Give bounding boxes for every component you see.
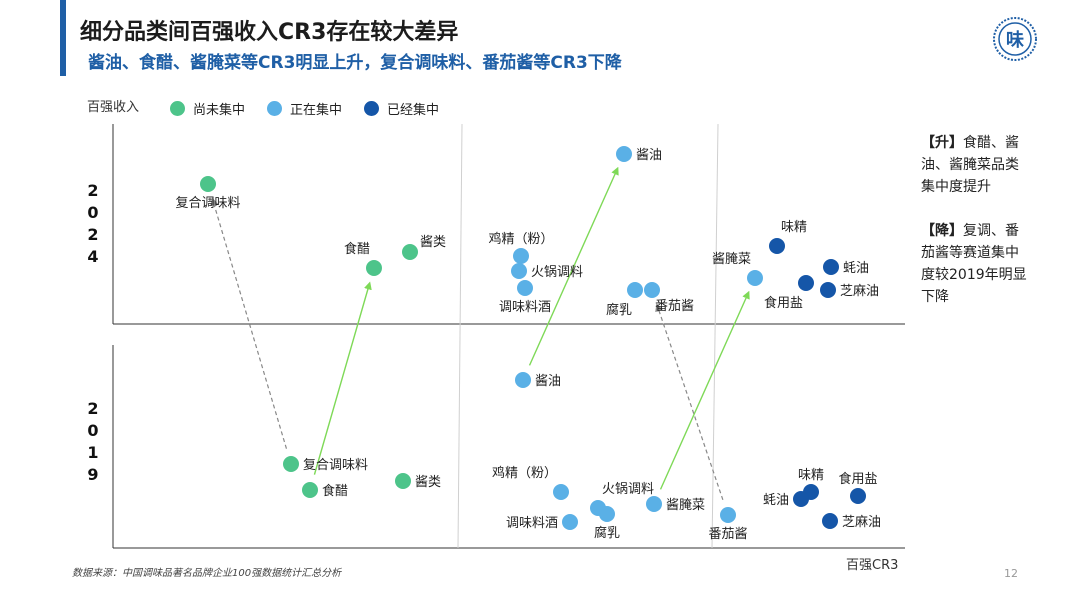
point-label-2019-pickles: 酱腌菜 — [666, 498, 705, 513]
point-label-2019-vinegar: 食醋 — [322, 483, 348, 499]
legend-item-concentrated: 已经集中 — [364, 99, 439, 118]
year-label-2024: 2024 — [87, 181, 99, 266]
point-2024-compound-seasoning — [200, 176, 216, 192]
logo-text: 味 — [1006, 30, 1024, 51]
point-label-2024-soy-sauce: 酱油 — [636, 148, 662, 163]
point-2024-vinegar — [366, 260, 382, 276]
note-up-text: 食醋、酱油、酱腌菜品类集中度提升 — [921, 135, 1019, 195]
point-2019-chicken-essence — [553, 484, 569, 500]
x-axis-label: 百强CR3 — [846, 558, 899, 573]
arrow-ketchup — [655, 303, 724, 501]
divider-2 — [711, 123, 719, 549]
point-2024-cooking-wine — [517, 280, 533, 296]
point-2019-sesame-oil — [822, 513, 838, 529]
point-label-2019-cooking-wine: 调味料酒 — [506, 516, 558, 531]
point-2024-msg — [769, 238, 785, 254]
trend-arrows — [210, 166, 750, 501]
data-source: 数据来源：中国调味品著名品牌企业100强数据统计汇总分析 — [72, 568, 342, 579]
point-label-2019-sauce: 酱类 — [415, 475, 441, 490]
note-up: 【升】食醋、酱油、酱腌菜品类集中度提升 — [921, 132, 1031, 198]
data-points — [200, 146, 866, 530]
y-axis-label: 百强收入 — [87, 100, 140, 115]
point-label-2024-chicken-essence: 鸡精（粉） — [488, 231, 553, 247]
legend-label-concentrating: 正在集中 — [290, 103, 343, 118]
legend-dot-concentrating — [267, 101, 283, 116]
note-down-text: 复调、番茄酱等赛道集中度较2019年明显下降 — [921, 223, 1027, 305]
point-2024-pickles — [747, 270, 763, 286]
point-label-2019-salt: 食用盐 — [838, 471, 877, 487]
note-down: 【降】复调、番茄酱等赛道集中度较2019年明显下降 — [921, 220, 1031, 308]
note-up-bracket: 【升】 — [921, 135, 963, 151]
chart-axes — [112, 123, 905, 549]
point-2024-sesame-oil — [820, 282, 836, 298]
title-accent-bar — [60, 0, 66, 76]
point-2019-fermented-tofu — [599, 506, 615, 522]
point-label-2019-msg: 味精 — [798, 468, 824, 483]
point-label-2024-pickles: 酱腌菜 — [712, 252, 751, 267]
point-label-2024-fermented-tofu: 腐乳 — [606, 303, 632, 318]
note-down-bracket: 【降】 — [921, 223, 963, 239]
point-2019-oyster-sauce — [793, 491, 809, 507]
legend-item-not-concentrated: 尚未集中 — [170, 99, 245, 118]
point-2024-fermented-tofu — [627, 282, 643, 298]
point-label-2019-sesame-oil: 芝麻油 — [842, 514, 881, 530]
arrow-compound-seasoning — [210, 197, 288, 449]
point-2024-oyster-sauce — [823, 259, 839, 275]
point-label-2024-oyster-sauce: 蚝油 — [843, 261, 869, 276]
point-label-2024-sauce: 酱类 — [420, 235, 446, 250]
brand-logo: 味 — [993, 17, 1037, 61]
legend-dot-not-concentrated — [170, 101, 185, 116]
point-2024-hotpot-seasoning — [511, 263, 527, 279]
legend-dot-concentrated — [364, 101, 380, 116]
point-2024-soy-sauce — [616, 146, 632, 162]
point-label-2019-fermented-tofu: 腐乳 — [594, 526, 620, 541]
point-label-2019-soy-sauce: 酱油 — [535, 374, 561, 389]
point-label-2024-sesame-oil: 芝麻油 — [840, 283, 879, 299]
divider-1 — [457, 123, 463, 549]
chart-legend: 尚未集中 正在集中 已经集中 — [170, 99, 461, 118]
point-2019-compound-seasoning — [283, 456, 299, 472]
point-label-2024-msg: 味精 — [781, 220, 807, 235]
point-label-2024-cooking-wine: 调味料酒 — [499, 300, 551, 315]
arrow-vinegar — [313, 281, 372, 475]
legend-label-concentrated: 已经集中 — [387, 103, 440, 118]
legend-item-concentrating: 正在集中 — [267, 99, 342, 118]
point-label-2024-vinegar: 食醋 — [344, 241, 370, 257]
year-label-2019: 2019 — [87, 399, 99, 484]
point-2019-salt — [850, 488, 866, 504]
point-2024-salt — [798, 275, 814, 291]
point-label-2024-ketchup: 番茄酱 — [655, 299, 694, 314]
point-2024-sauce — [402, 244, 418, 260]
arrow-soy-sauce — [528, 166, 619, 366]
legend-label-not-concentrated: 尚未集中 — [193, 103, 246, 118]
point-2024-ketchup — [644, 282, 660, 298]
point-label-2024-salt: 食用盐 — [764, 295, 803, 311]
page-number: 12 — [1004, 567, 1018, 580]
point-label-2019-oyster-sauce: 蚝油 — [763, 493, 789, 508]
point-label-2019-ketchup: 番茄酱 — [708, 527, 747, 542]
point-label-2019-chicken-essence: 鸡精（粉） — [492, 465, 557, 481]
point-2019-soy-sauce — [515, 372, 531, 388]
arrow-pickles — [659, 290, 750, 490]
point-label-2024-hotpot-seasoning: 火锅调料 — [531, 264, 583, 280]
point-2019-ketchup — [720, 507, 736, 523]
point-2019-cooking-wine — [562, 514, 578, 530]
page-title: 细分品类间百强收入CR3存在较大差异 — [80, 20, 459, 45]
point-2019-sauce — [395, 473, 411, 489]
point-2024-chicken-essence — [513, 248, 529, 264]
point-label-2019-hotpot-seasoning: 火锅调料 — [602, 481, 654, 497]
point-2019-pickles — [646, 496, 662, 512]
point-label-2024-compound-seasoning: 复合调味料 — [175, 196, 240, 211]
point-2019-vinegar — [302, 482, 318, 498]
point-label-2019-compound-seasoning: 复合调味料 — [303, 458, 368, 473]
page-subtitle: 酱油、食醋、酱腌菜等CR3明显上升，复合调味料、番茄酱等CR3下降 — [88, 53, 622, 73]
